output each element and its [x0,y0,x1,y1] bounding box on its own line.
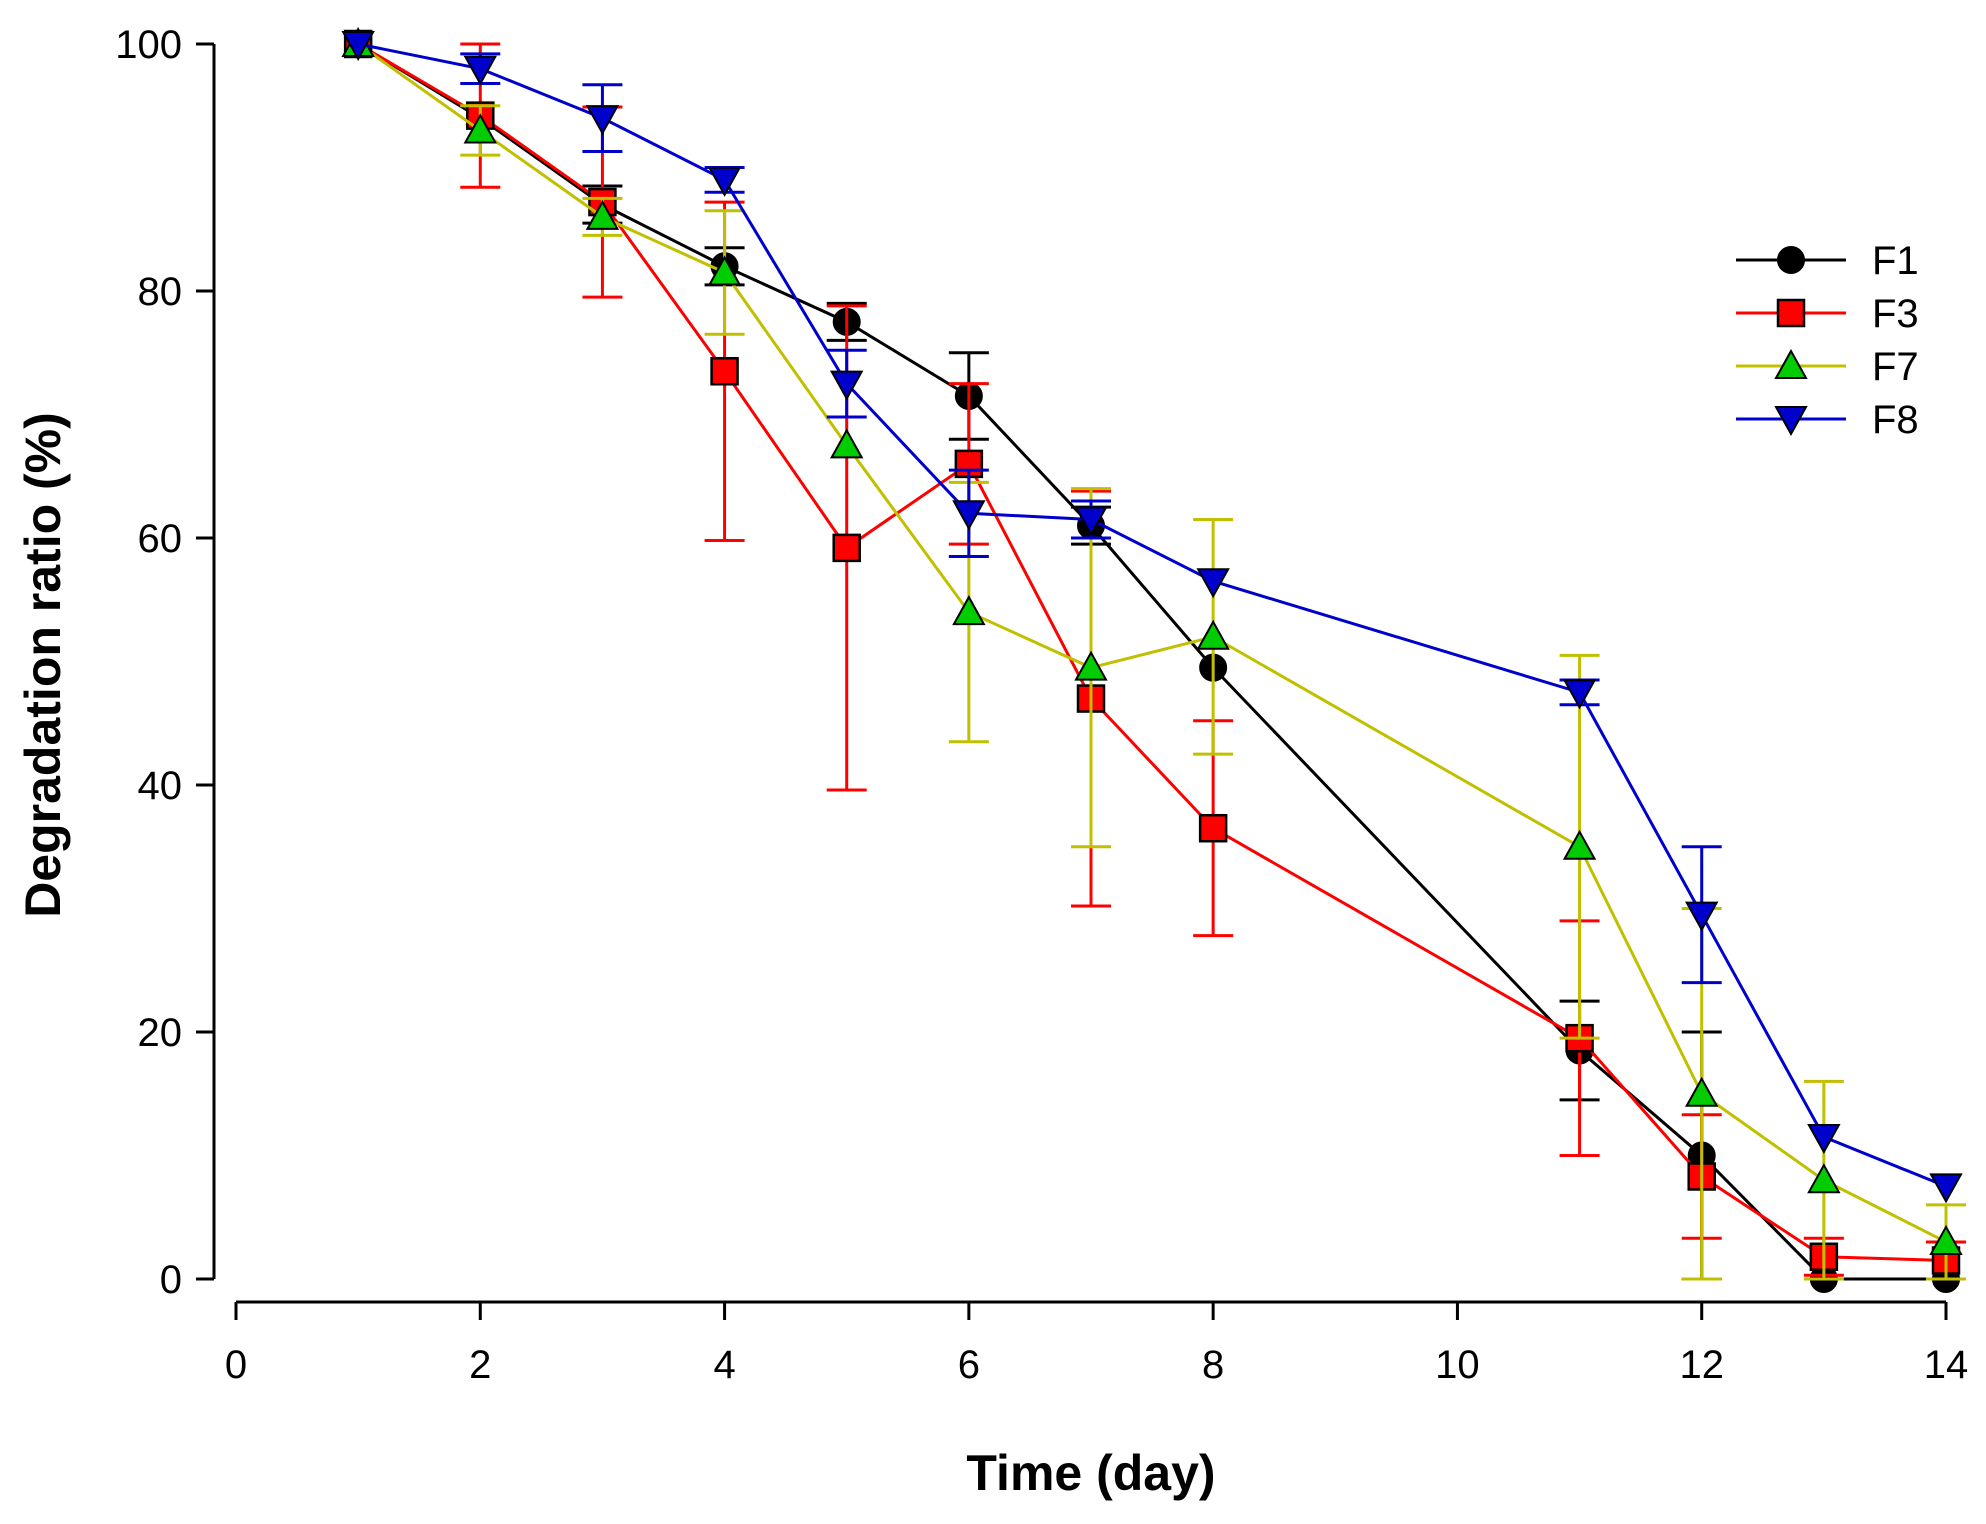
data-point [952,595,986,626]
data-point [1196,619,1230,650]
series-f8 [341,31,1963,1204]
data-point [1929,1173,1963,1204]
data-point [341,31,375,62]
data-point [585,199,620,230]
data-point [1562,679,1597,710]
series-line [357,42,1947,1244]
series-line [357,42,1947,1262]
data-point [463,113,497,144]
x-tick-label: 14 [1924,1343,1969,1387]
y-tick-label: 100 [115,23,182,67]
x-tick-label: 4 [713,1343,735,1387]
data-point [463,55,497,86]
data-point [1198,813,1228,843]
legend-marker [1776,298,1806,328]
legend-item-f8: F8 [1736,398,1919,442]
legend-marker [1774,348,1808,379]
data-point [710,357,739,386]
x-tick-label: 6 [958,1343,980,1387]
y-tick-label: 40 [138,764,183,808]
data-point [832,533,861,563]
data-point [830,428,864,459]
data-point [1196,568,1230,599]
y-tick-label: 80 [138,270,183,314]
series-f3 [343,29,1966,1281]
legend-item-f1: F1 [1736,239,1919,283]
x-tick-label: 2 [469,1343,491,1387]
legend-marker [1777,246,1805,274]
data-point [1074,506,1108,537]
data-point [1807,1123,1841,1155]
data-point [707,255,742,286]
data-point [1929,1224,1963,1255]
axes: 0 2 4 6 8 10 12 14 0 20 40 60 80 100 [115,23,1968,1387]
legend-item-f7: F7 [1736,345,1919,389]
data-point [1074,650,1108,681]
x-tick-label: 10 [1435,1343,1480,1387]
x-tick-label: 12 [1679,1343,1724,1387]
series-line [357,42,1946,1281]
x-tick-label: 0 [225,1343,247,1387]
series-layer [341,26,1966,1293]
data-point [585,105,620,136]
legend: F1 F3 F7 F8 [1736,239,1919,442]
data-point [1685,901,1719,932]
data-point [830,370,864,401]
series-line [357,42,1947,1188]
legend-label: F1 [1872,239,1919,283]
legend-marker [1774,406,1808,437]
legend-item-f3: F3 [1736,292,1919,336]
y-tick-label: 0 [160,1258,182,1302]
y-tick-label: 60 [138,517,183,561]
x-tick-label: 8 [1202,1343,1224,1387]
data-point [1562,829,1597,860]
legend-label: F8 [1872,398,1919,442]
data-point [707,166,742,197]
series-f7 [341,26,1966,1281]
data-point [952,500,986,531]
data-point [1807,1163,1841,1194]
x-axis-title: Time (day) [966,1445,1215,1501]
y-axis-title: Degradation ratio (%) [15,412,71,918]
legend-label: F3 [1872,292,1919,336]
y-tick-label: 20 [138,1011,183,1055]
data-point [1685,1076,1719,1107]
legend-label: F7 [1872,345,1919,389]
